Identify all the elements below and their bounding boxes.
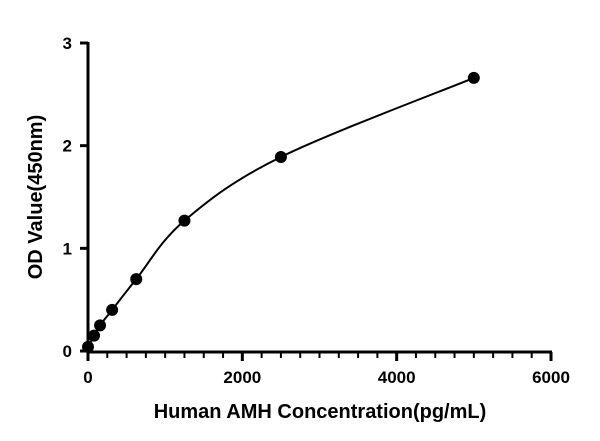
x-tick-label: 0 [83,368,92,387]
y-axis-title: OD Value(450nm) [25,115,47,280]
data-point [94,319,107,332]
x-axis-title: Human AMH Concentration(pg/mL) [154,401,487,423]
data-point [274,150,287,163]
data-point [467,71,480,84]
y-tick-label: 2 [63,137,72,156]
x-tick-label: 4000 [378,368,416,387]
y-tick-label: 1 [63,239,72,258]
data-point [130,273,143,286]
x-tick-label: 6000 [532,368,570,387]
data-point [178,214,191,227]
fit-curve [87,76,475,348]
data-point [88,329,101,342]
y-tick-label: 3 [63,34,72,53]
data-point [106,303,119,316]
x-tick-label: 2000 [223,368,261,387]
data-point [82,340,94,353]
y-tick-label: 0 [63,342,72,361]
